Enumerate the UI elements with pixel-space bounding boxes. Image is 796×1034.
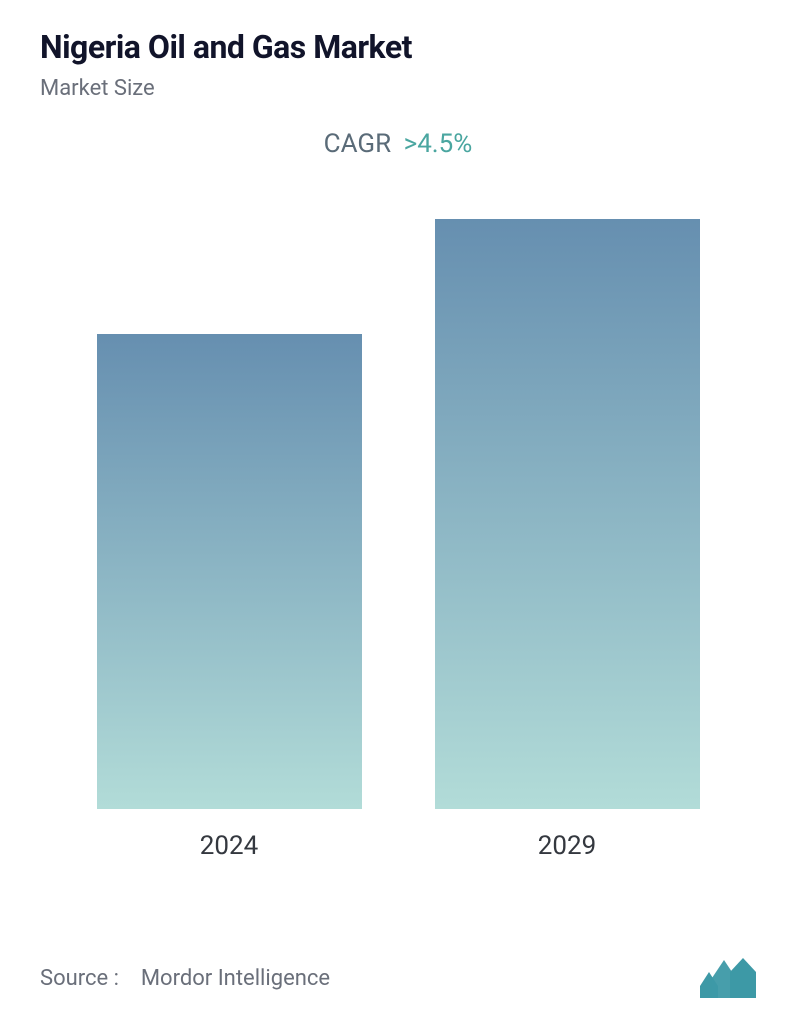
x-axis-label: 2024 (77, 831, 381, 861)
cagr-label: CAGR (324, 129, 391, 159)
bar-group (77, 334, 381, 809)
source-text: Source : Mordor Intelligence (40, 966, 330, 991)
footer: Source : Mordor Intelligence (40, 958, 756, 998)
bars-wrapper (40, 189, 756, 809)
cagr-value: >4.5% (404, 129, 473, 159)
bar (97, 334, 362, 809)
chart-container: Nigeria Oil and Gas Market Market Size C… (0, 0, 796, 1034)
bar-group (415, 219, 719, 809)
cagr-line: CAGR >4.5% (40, 129, 756, 159)
chart-title: Nigeria Oil and Gas Market (40, 28, 756, 66)
x-axis-labels: 2024 2029 (40, 831, 756, 861)
chart-area: 2024 2029 (40, 189, 756, 869)
x-axis-label: 2029 (415, 831, 719, 861)
logo-icon (700, 958, 756, 998)
bar (435, 219, 700, 809)
source-prefix: Source : (40, 966, 119, 991)
source-name: Mordor Intelligence (141, 966, 330, 991)
chart-subtitle: Market Size (40, 76, 756, 101)
